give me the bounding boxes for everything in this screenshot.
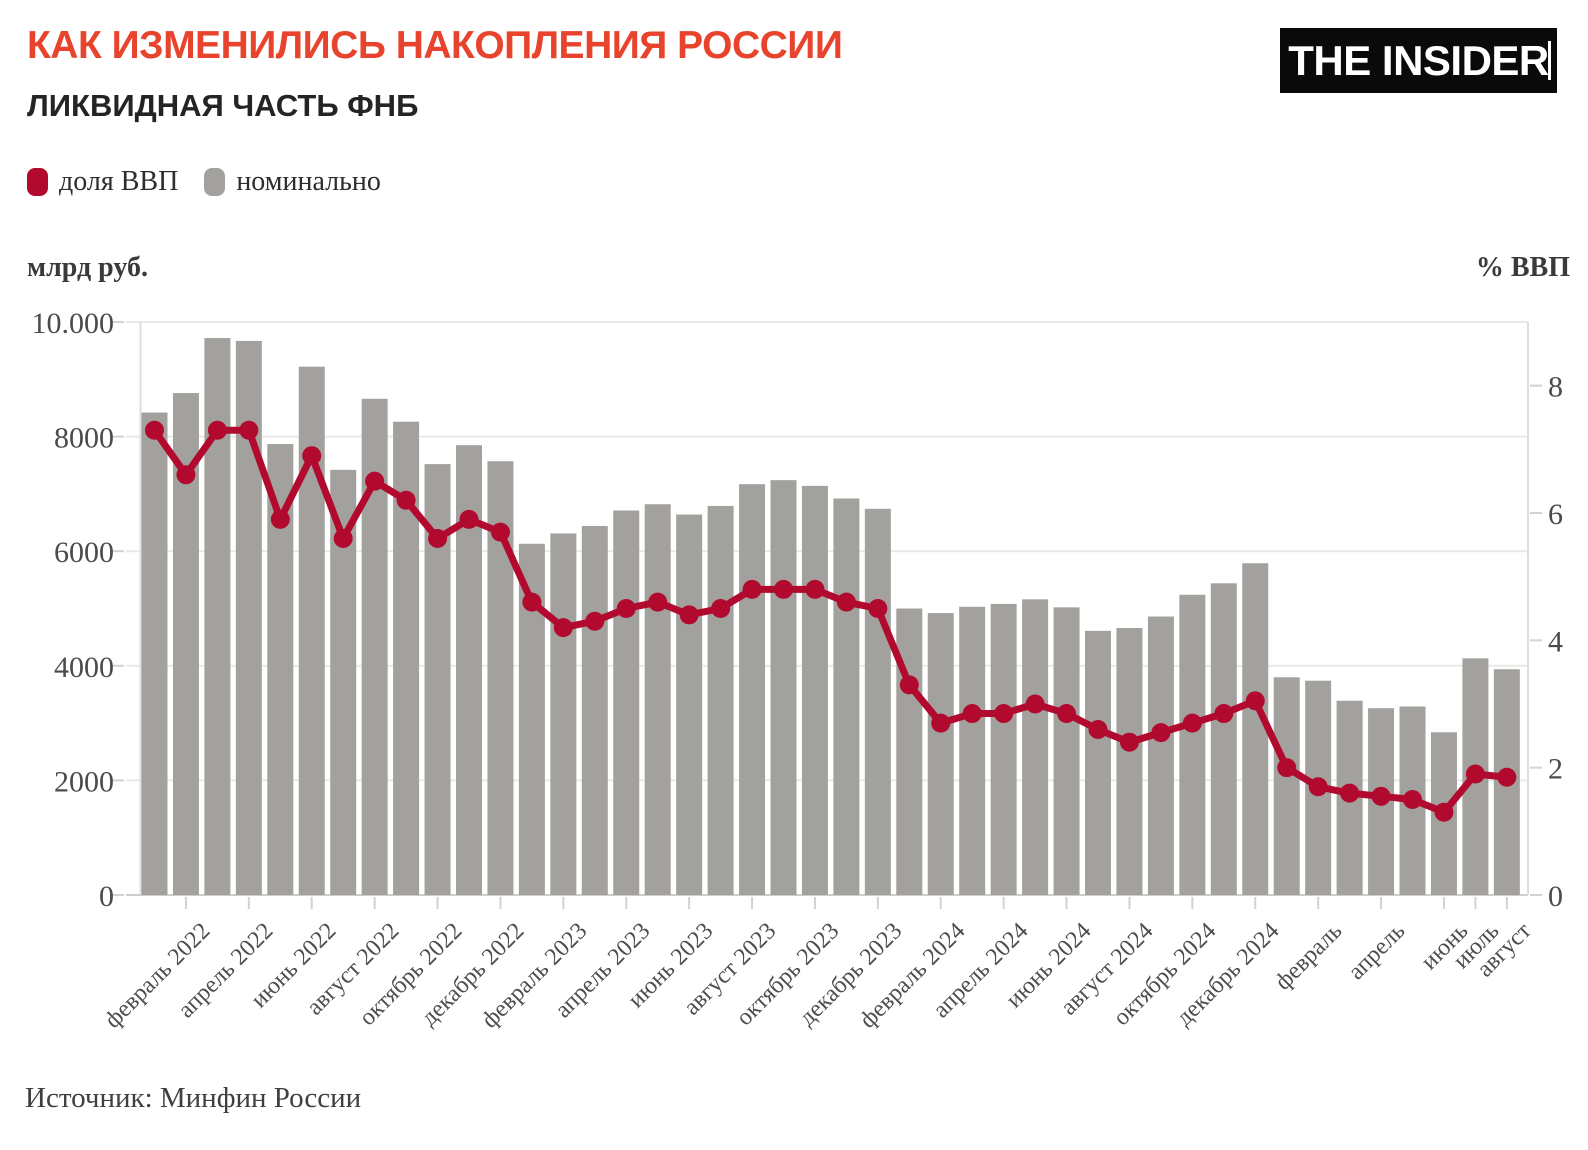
legend: доля ВВП номинально	[27, 166, 407, 198]
gdp-share-point-ноябрь 2022	[459, 509, 479, 529]
gdp-share-point-май 2023	[648, 592, 668, 612]
bar-октябрь 2023	[801, 485, 828, 895]
gdp-share-point-сентябрь 2024	[1151, 723, 1171, 743]
bar-декабрь 2024	[1242, 563, 1269, 895]
gdp-share-point-октябрь 2024	[1182, 713, 1202, 733]
bar-июнь 2024	[1053, 607, 1080, 895]
gdp-share-point-февраль 2025	[1308, 777, 1328, 797]
gdp-share-point-март 2024	[962, 704, 982, 724]
bar-июль 2023	[707, 505, 734, 895]
gdp-share-point-апрель 2022	[239, 420, 259, 440]
bar-ноябрь 2024	[1210, 583, 1237, 895]
bar-январь 2022	[141, 412, 168, 895]
bar-сентябрь 2024	[1147, 616, 1174, 895]
right-axis-tick-8: 8	[1548, 371, 1563, 404]
gdp-share-point-ноябрь 2024	[1214, 704, 1234, 724]
gdp-share-point-декабрь 2022	[490, 522, 510, 542]
logo-cursor-bar	[1548, 41, 1551, 80]
gdp-share-point-январь 2022	[145, 420, 164, 440]
gdp-share-point-январь 2025	[1277, 758, 1297, 778]
left-axis-tick-8000: 8000	[54, 422, 114, 455]
gdp-share-point-июнь 2023	[679, 605, 699, 625]
gdp-share-point-октябрь 2022	[428, 528, 448, 548]
bar-август 2023	[739, 484, 766, 895]
gdp-share-point-январь 2024	[899, 675, 919, 695]
gdp-share-line	[151, 426, 1511, 816]
gdp-share-point-сентябрь 2023	[774, 579, 793, 599]
source-note: Источник: Минфин России	[25, 1082, 362, 1114]
the-insider-logo: THE INSIDER	[1280, 28, 1557, 93]
gdp-share-point-июнь 2024	[1057, 704, 1077, 724]
gdp-share-point-декабрь 2024	[1245, 691, 1265, 711]
gdp-share-point-март 2022	[207, 420, 227, 440]
bar-апрель 2024	[990, 603, 1017, 895]
page-subtitle: ЛИКВИДНАЯ ЧАСТЬ ФНБ	[27, 88, 419, 123]
gdp-share-point-январь 2023	[522, 592, 542, 612]
right-axis-tick-4: 4	[1548, 625, 1563, 658]
gdp-share-point-апрель 2024	[994, 704, 1014, 724]
gdp-share-point-июль 2024	[1088, 719, 1108, 739]
bar-февраль 2023	[550, 533, 577, 895]
gdp-share-point-июль 2025	[1465, 764, 1485, 784]
left-axis-tick-4000: 4000	[54, 651, 114, 684]
bar-октябрь 2024	[1179, 594, 1206, 895]
bar-июнь 2023	[676, 514, 703, 895]
gdp-share-point-май 2024	[1025, 694, 1045, 714]
gdp-share-point-август 2024	[1119, 732, 1139, 752]
right-axis-tick-0: 0	[1548, 880, 1563, 913]
right-axis-title: % ВВП	[1475, 252, 1570, 283]
gdp-share-point-февраль 2023	[553, 618, 573, 638]
bar-декабрь 2023	[864, 508, 891, 895]
legend-label-nominal: номинально	[236, 166, 381, 197]
logo-text: THE INSIDER	[1288, 36, 1549, 84]
gdp-share-point-апрель 2025	[1371, 786, 1391, 806]
left-axis-tick-2000: 2000	[54, 765, 114, 798]
bar-август 2024	[1116, 627, 1143, 895]
gdp-share-point-ноябрь 2023	[836, 592, 856, 612]
bar-март 2023	[581, 525, 608, 895]
bar-май 2023	[644, 504, 671, 895]
gdp-share-point-июнь 2025	[1434, 802, 1454, 822]
legend-swatch-gdp-share	[27, 168, 48, 196]
gdp-share-point-август 2025	[1497, 767, 1517, 787]
left-axis-title: млрд руб.	[27, 252, 148, 283]
right-axis-tick-2: 2	[1548, 753, 1563, 786]
gdp-share-point-март 2023	[585, 611, 605, 631]
gdp-share-point-апрель 2023	[616, 599, 636, 618]
page-title: КАК ИЗМЕНИЛИСЬ НАКОПЛЕНИЯ РОССИИ	[27, 24, 843, 67]
bar-ноябрь 2023	[833, 498, 860, 895]
left-axis-tick-6000: 6000	[54, 536, 114, 569]
gdp-share-point-март 2025	[1340, 783, 1360, 803]
bar-январь 2024	[896, 608, 923, 895]
gdp-share-point-февраль 2024	[931, 713, 951, 733]
legend-swatch-nominal	[204, 168, 226, 196]
gdp-share-point-октябрь 2023	[805, 579, 825, 599]
left-axis-tick-0: 0	[99, 880, 114, 913]
bar-январь 2025	[1273, 677, 1300, 895]
bar-июнь 2022	[298, 366, 325, 896]
gdp-share-point-сентябрь 2022	[396, 490, 416, 510]
bar-апрель 2023	[613, 510, 640, 895]
gdp-share-point-июль 2023	[711, 599, 731, 618]
gdp-share-point-май 2025	[1403, 790, 1422, 809]
bar-февраль 2024	[927, 613, 954, 895]
gdp-share-point-июль 2022	[333, 528, 353, 548]
bar-июль 2024	[1085, 630, 1111, 895]
gdp-share-point-декабрь 2023	[868, 599, 888, 618]
gdp-share-point-август 2023	[742, 579, 762, 599]
bar-сентябрь 2023	[770, 480, 797, 895]
left-axis-tick-10000: 10.000	[32, 307, 115, 340]
bar-май 2024	[1022, 599, 1049, 895]
gdp-share-point-февраль 2022	[176, 465, 196, 485]
legend-label-gdp-share: доля ВВП	[59, 166, 179, 197]
gdp-share-point-август 2022	[365, 471, 385, 491]
gdp-share-point-июнь 2022	[302, 446, 322, 466]
bar-март 2024	[959, 606, 986, 895]
right-axis-tick-6: 6	[1548, 498, 1563, 531]
gdp-share-point-май 2022	[270, 509, 290, 529]
